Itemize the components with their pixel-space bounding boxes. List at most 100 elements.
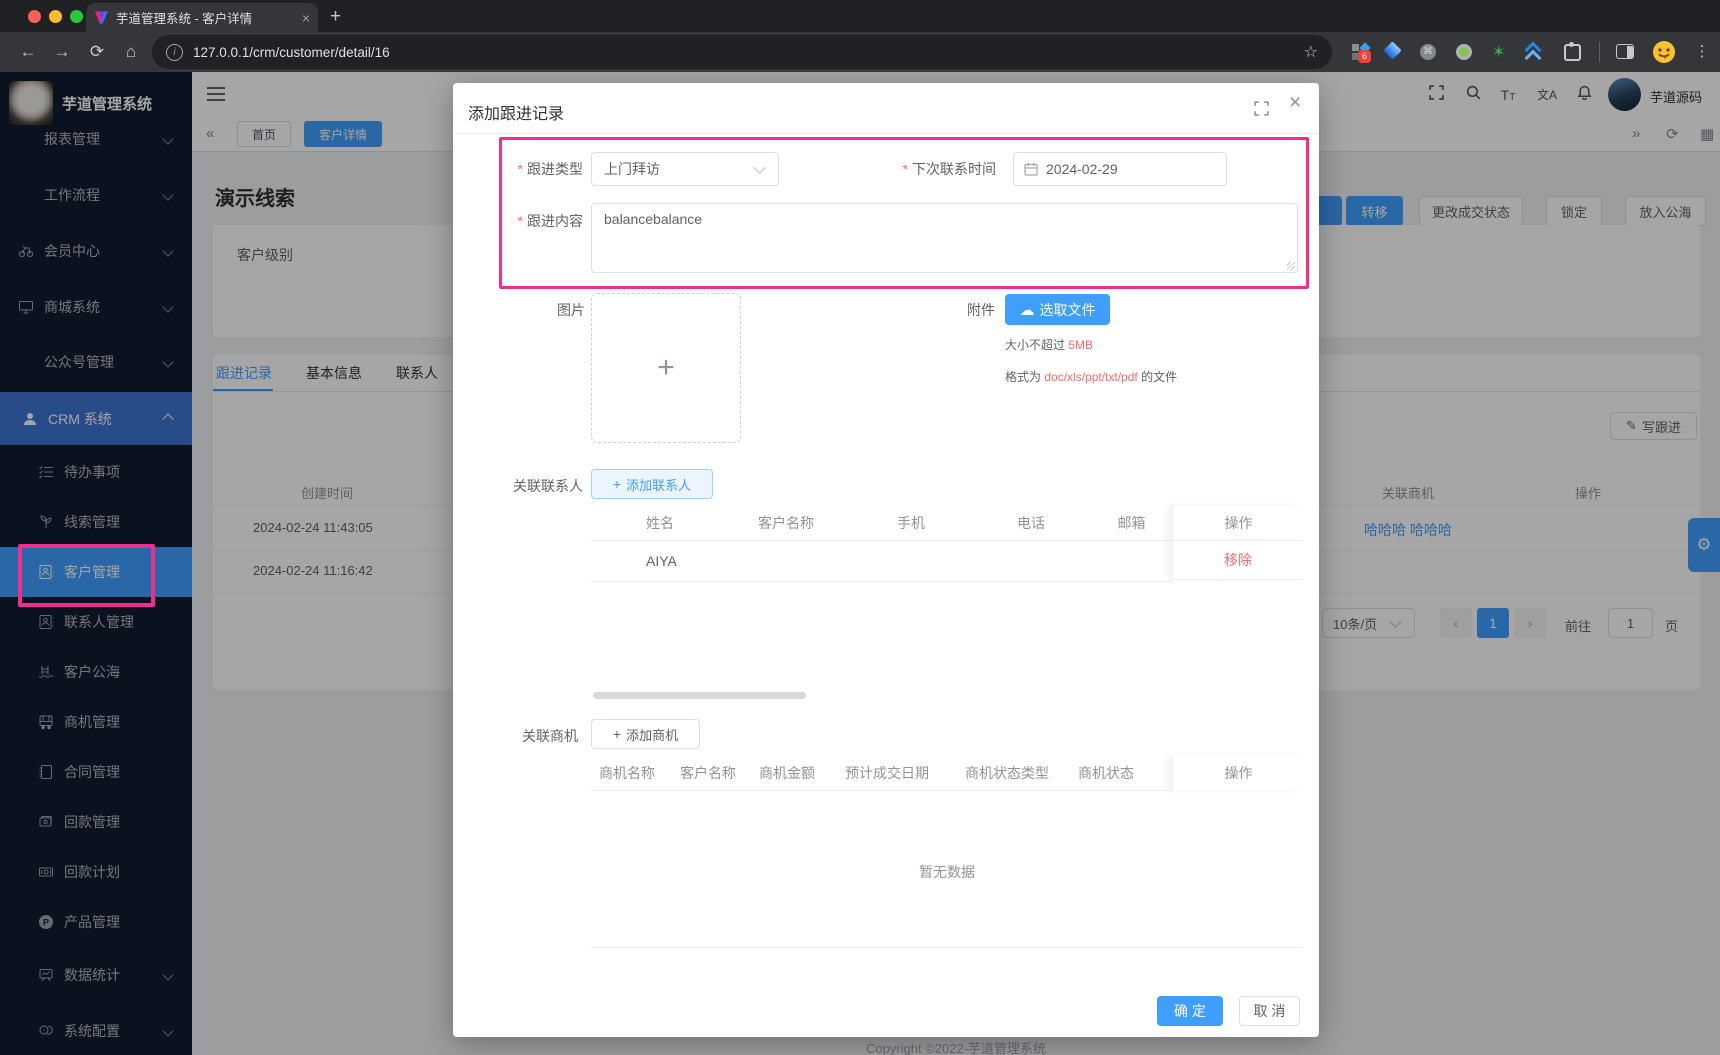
tab-contacts[interactable]: 联系人 xyxy=(396,365,438,381)
col-related-business: 关联商机 xyxy=(1381,486,1434,501)
next-contact-time-picker[interactable]: 2024-02-29 xyxy=(1013,152,1227,186)
extension-balloon-icon[interactable] xyxy=(1383,41,1402,61)
side-panel-icon[interactable] xyxy=(1616,44,1634,61)
page-title: 演示线索 xyxy=(215,188,295,210)
image-upload-box[interactable]: + xyxy=(591,293,741,443)
tags-collapse-icon[interactable]: « xyxy=(206,125,215,142)
resize-handle[interactable] xyxy=(1287,262,1295,270)
pool-icon xyxy=(38,666,54,678)
url-bar[interactable]: i 127.0.0.1/crm/customer/detail/16 ☆ xyxy=(152,35,1332,69)
profile-avatar-icon[interactable] xyxy=(1652,40,1676,63)
cancel-button[interactable]: 取 消 xyxy=(1239,996,1300,1026)
page-unit-label: 页 xyxy=(1665,619,1679,634)
confirm-button[interactable]: 确 定 xyxy=(1157,996,1223,1026)
sidebar-item-statistics[interactable]: 数据统计 xyxy=(0,950,192,1000)
translate-icon[interactable]: 文A xyxy=(1536,88,1557,102)
font-size-icon[interactable]: TT xyxy=(1500,87,1516,103)
dialog-close-icon[interactable]: × xyxy=(1289,91,1302,114)
current-page-button[interactable]: 1 xyxy=(1477,608,1509,638)
business-col-amount: 商机金额 xyxy=(759,765,815,781)
window-zoom-button[interactable] xyxy=(70,10,83,23)
follow-type-label: * 跟进类型 xyxy=(517,161,583,177)
horizontal-scrollbar[interactable] xyxy=(593,692,806,699)
tags-expand-icon[interactable]: » xyxy=(1632,125,1641,142)
next-page-button[interactable]: › xyxy=(1514,608,1546,638)
extension-command-icon[interactable]: ⌘ xyxy=(1420,44,1436,61)
sidebar-item-wechat[interactable]: 公众号管理 xyxy=(0,340,192,384)
attachment-label: 附件 xyxy=(967,302,995,318)
sidebar-item-products[interactable]: P 产品管理 xyxy=(0,897,192,947)
fullscreen-icon[interactable] xyxy=(1426,85,1446,105)
app-logo xyxy=(9,81,53,125)
extension-star-icon[interactable]: ✶ xyxy=(1492,44,1506,61)
empty-data-text: 暂无数据 xyxy=(919,864,975,880)
write-follow-button[interactable]: ✎ 写跟进 xyxy=(1610,412,1697,440)
add-follow-dialog: 添加跟进记录 × * 跟进类型 上门拜访 * 下次联系时间 2024-02-29 *… xyxy=(453,83,1319,1037)
extensions-puzzle-icon[interactable] xyxy=(1564,42,1581,61)
sidebar-item-system-config[interactable]: 系统配置 xyxy=(0,1006,192,1055)
business-col-status-type: 商机状态类型 xyxy=(965,765,1049,781)
prev-page-button[interactable]: ‹ xyxy=(1440,608,1472,638)
settings-gear-tab[interactable]: ⚙ xyxy=(1688,518,1720,572)
row1-business-link[interactable]: 哈哈哈 哈哈哈 xyxy=(1364,522,1452,538)
browser-menu-icon[interactable]: ⋮ xyxy=(1694,43,1710,60)
user-avatar[interactable] xyxy=(1608,78,1641,111)
sidebar-item-receivable-plan[interactable]: 回款计划 xyxy=(0,847,192,897)
site-info-icon[interactable]: i xyxy=(166,43,183,61)
pick-file-button[interactable]: ☁ 选取文件 xyxy=(1005,294,1110,325)
reload-icon[interactable]: ⟳ xyxy=(89,42,105,61)
extension-layers-icon[interactable] xyxy=(1524,41,1542,67)
extension-grid-icon[interactable]: 6 xyxy=(1352,42,1371,63)
plus-icon: + xyxy=(612,726,622,742)
add-contact-button[interactable]: + 添加联系人 xyxy=(591,469,713,499)
follow-content-textarea[interactable]: balancebalance xyxy=(591,203,1298,273)
sidebar-item-business[interactable]: 商机管理 xyxy=(0,697,192,747)
sidebar-item-contracts[interactable]: 合同管理 xyxy=(0,747,192,797)
sidebar-item-clues[interactable]: 线索管理 xyxy=(0,497,192,547)
sidebar-item-customer-pool[interactable]: 客户公海 xyxy=(0,647,192,697)
sidebar-item-customers[interactable]: 客户管理 xyxy=(0,547,192,597)
bell-icon[interactable] xyxy=(1574,85,1594,105)
tag-customer-detail[interactable]: 客户详情 xyxy=(304,121,383,147)
new-tab-button[interactable]: + xyxy=(330,6,342,27)
page-size-select[interactable]: 10条/页 xyxy=(1322,608,1415,638)
tags-layout-icon[interactable]: ▦ xyxy=(1700,126,1715,143)
contacts-col-customer: 客户名称 xyxy=(758,515,814,531)
tab-basic-info[interactable]: 基本信息 xyxy=(306,365,362,381)
tab-follow-records[interactable]: 跟进记录 xyxy=(216,365,272,381)
back-icon[interactable]: ← xyxy=(19,42,37,61)
sidebar-item-crm[interactable]: CRM 系统 xyxy=(0,392,192,445)
add-business-button[interactable]: + 添加商机 xyxy=(591,719,700,749)
bookmark-star-icon[interactable]: ☆ xyxy=(1303,44,1318,61)
dialog-fullscreen-icon[interactable] xyxy=(1254,101,1269,121)
goto-page-input[interactable]: 1 xyxy=(1608,608,1653,638)
tab-close-icon[interactable]: × xyxy=(301,9,310,26)
menu-collapse-icon[interactable] xyxy=(207,87,225,101)
search-icon[interactable] xyxy=(1463,85,1483,105)
sidebar-item-member[interactable]: 会员中心 xyxy=(0,229,192,273)
transfer-button[interactable]: 转移 xyxy=(1346,196,1403,226)
business-col-name: 商机名称 xyxy=(599,765,655,781)
window-close-button[interactable] xyxy=(28,10,41,23)
change-deal-status-button[interactable]: 更改成交状态 xyxy=(1419,196,1523,226)
sidebar-item-contacts[interactable]: 联系人管理 xyxy=(0,597,192,647)
remove-contact-link[interactable]: 移除 xyxy=(1224,552,1252,568)
sidebar-item-receivables[interactable]: 回款管理 xyxy=(0,797,192,847)
wallet-icon xyxy=(39,816,52,827)
sidebar-item-reports[interactable]: 报表管理 xyxy=(0,117,192,161)
tag-home[interactable]: 首页 xyxy=(237,121,292,147)
sidebar-item-todo[interactable]: 待办事项 xyxy=(0,447,192,497)
window-minimize-button[interactable] xyxy=(49,10,62,23)
sidebar-item-mall[interactable]: 商城系统 xyxy=(0,285,192,329)
username[interactable]: 芋道源码 xyxy=(1650,90,1703,105)
contacts-table: 姓名 客户名称 手机 电话 邮箱 AIYA xyxy=(591,506,1172,582)
forward-icon[interactable]: → xyxy=(53,42,71,61)
follow-type-select[interactable]: 上门拜访 xyxy=(591,152,779,186)
goto-label: 前往 xyxy=(1565,619,1592,634)
tags-refresh-icon[interactable]: ⟳ xyxy=(1666,126,1679,143)
sidebar-item-workflow[interactable]: 工作流程 xyxy=(0,173,192,217)
browser-tab[interactable]: 芋道管理系统 - 客户详情 × xyxy=(86,3,318,32)
extension-record-icon[interactable] xyxy=(1456,44,1472,61)
home-icon[interactable]: ⌂ xyxy=(125,42,137,61)
